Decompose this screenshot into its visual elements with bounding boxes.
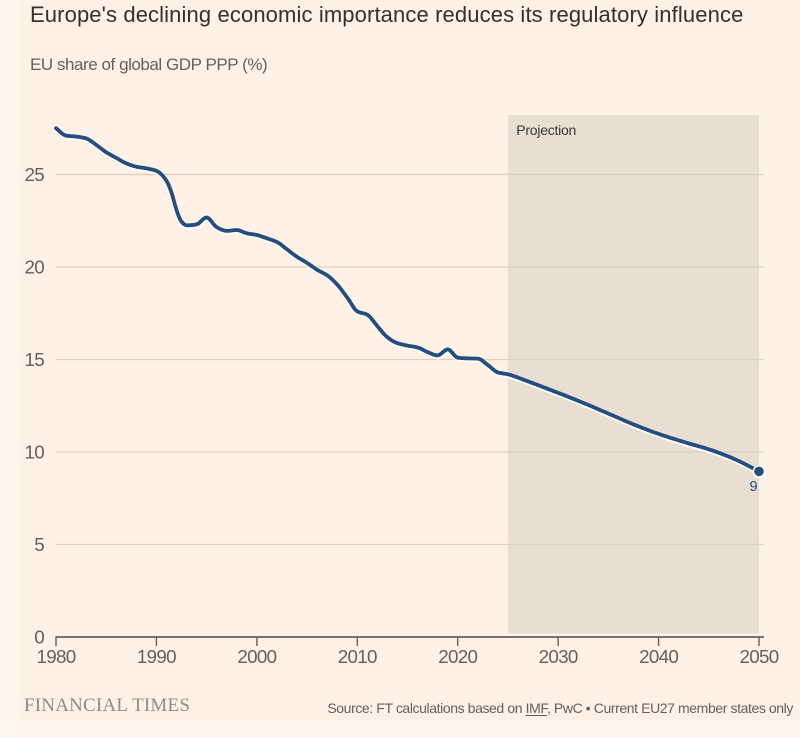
svg-text:9: 9 [750, 479, 758, 495]
svg-text:Projection: Projection [516, 122, 576, 138]
svg-text:2030: 2030 [539, 646, 578, 667]
svg-text:2000: 2000 [237, 646, 276, 667]
svg-text:20: 20 [25, 256, 45, 277]
svg-text:25: 25 [25, 164, 45, 185]
svg-text:2050: 2050 [740, 646, 779, 667]
svg-text:10: 10 [25, 441, 45, 462]
svg-text:0: 0 [34, 626, 44, 647]
svg-text:1980: 1980 [37, 646, 76, 667]
svg-text:2040: 2040 [639, 646, 678, 667]
svg-text:5: 5 [34, 534, 44, 555]
svg-text:15: 15 [25, 349, 45, 370]
svg-text:2010: 2010 [338, 646, 377, 667]
svg-text:1990: 1990 [137, 646, 176, 667]
svg-text:2020: 2020 [438, 646, 477, 667]
